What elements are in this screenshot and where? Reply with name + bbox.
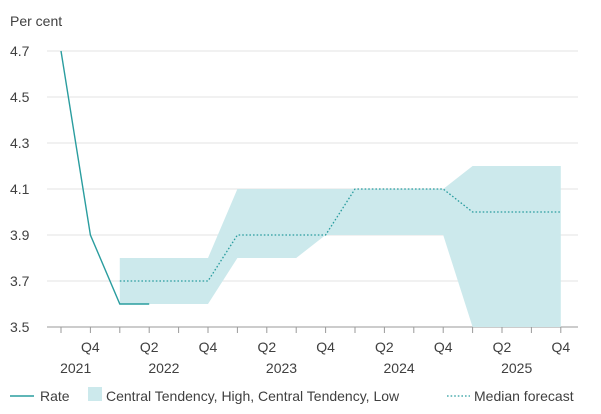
legend-band-swatch — [88, 387, 102, 401]
y-tick-label: 3.9 — [10, 227, 30, 243]
band-layer — [119, 166, 561, 327]
year-label: 2022 — [148, 360, 179, 376]
y-tick-label: 3.5 — [10, 319, 30, 335]
x-tick-label: Q4 — [434, 339, 453, 355]
x-tick-label: Q4 — [316, 339, 335, 355]
y-tick-label: 3.7 — [10, 273, 30, 289]
legend-rate-label: Rate — [40, 388, 70, 404]
legend-median-label: Median forecast — [474, 388, 574, 404]
year-label: 2023 — [266, 360, 297, 376]
central-tendency-band — [119, 166, 561, 327]
x-tick-label: Q4 — [199, 339, 218, 355]
y-tick-label: 4.1 — [10, 181, 30, 197]
x-tick-label: Q2 — [257, 339, 276, 355]
legend: Rate Central Tendency, High, Central Tend… — [10, 387, 574, 404]
x-tick-label: Q2 — [493, 339, 512, 355]
y-tick-label: 4.3 — [10, 135, 30, 151]
median-forecast-line — [119, 188, 561, 282]
y-axis-title: Per cent — [10, 13, 62, 29]
y-tick-label: 4.5 — [10, 89, 30, 105]
lines-layer — [60, 50, 561, 305]
x-ticks: Q4 Q2 Q4 Q2 Q4 Q2 Q4 Q2 Q4 2021 2022 2023 2024 2025 — [60, 327, 570, 376]
y-ticks: 4.7 4.5 4.3 4.1 3.9 3.7 3.5 — [10, 43, 30, 335]
y-tick-label: 4.7 — [10, 43, 30, 59]
x-tick-label: Q4 — [81, 339, 100, 355]
legend-band-label: Central Tendency, High, Central Tendency… — [106, 388, 400, 404]
rate-line — [60, 50, 150, 305]
x-tick-label: Q4 — [551, 339, 570, 355]
year-label: 2025 — [501, 360, 532, 376]
year-label: 2024 — [384, 360, 415, 376]
x-tick-label: Q2 — [140, 339, 159, 355]
x-tick-label: Q2 — [375, 339, 394, 355]
year-label: 2021 — [60, 360, 91, 376]
